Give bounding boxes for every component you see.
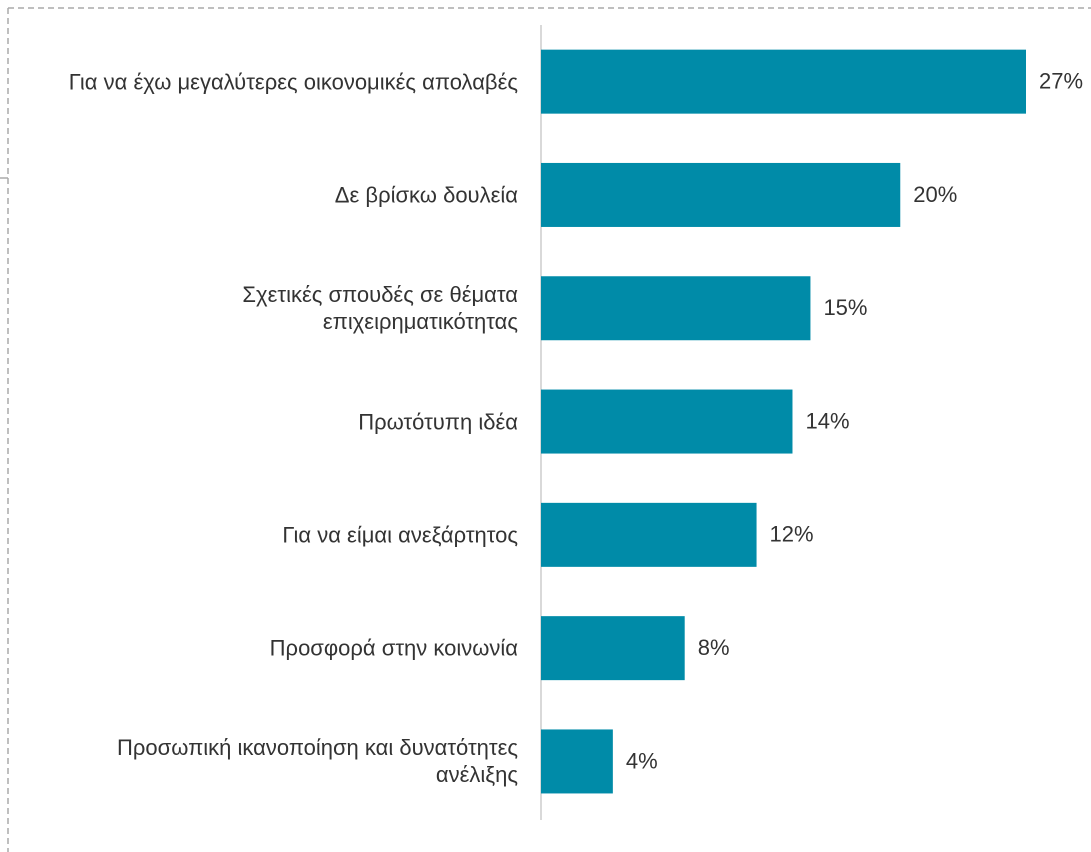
bar bbox=[541, 502, 757, 567]
bar bbox=[541, 616, 685, 681]
bar bbox=[541, 276, 811, 341]
bar bbox=[541, 162, 901, 227]
value-label: 4% bbox=[626, 748, 658, 773]
bar bbox=[541, 49, 1026, 114]
category-label: Προσωπική ικανοποίηση και δυνατότητες αν… bbox=[117, 735, 518, 788]
value-label: 8% bbox=[698, 635, 730, 660]
value-label: 12% bbox=[770, 522, 814, 547]
value-label: 14% bbox=[805, 408, 849, 433]
category-label: Δε βρίσκω δουλεία bbox=[334, 182, 518, 208]
category-label: Σχετικές σπουδές σε θέματα επιχειρηματικ… bbox=[242, 282, 518, 335]
bar bbox=[541, 729, 613, 794]
category-label: Πρωτότυπη ιδέα bbox=[358, 409, 518, 435]
category-label: Προσφορά στην κοινωνία bbox=[269, 635, 518, 661]
bar bbox=[541, 389, 793, 454]
category-label: Για να είμαι ανεξάρτητος bbox=[282, 522, 518, 548]
category-label: Για να έχω μεγαλύτερες οικονομικές απολα… bbox=[68, 69, 518, 95]
value-label: 27% bbox=[1039, 68, 1083, 93]
value-label: 20% bbox=[913, 182, 957, 207]
value-label: 15% bbox=[823, 295, 867, 320]
